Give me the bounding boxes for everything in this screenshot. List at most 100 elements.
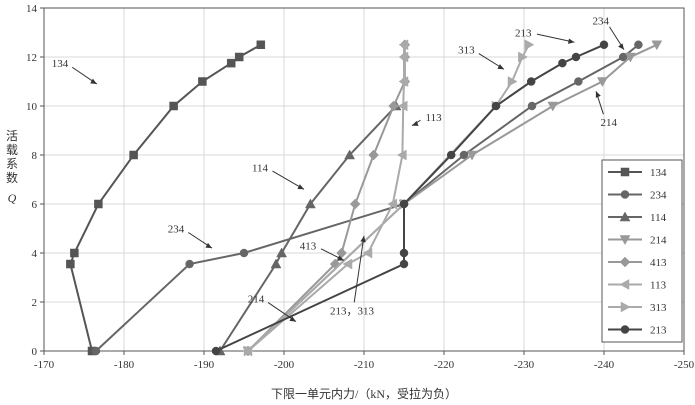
data-point bbox=[368, 149, 379, 161]
x-tick-label: -170 bbox=[34, 359, 55, 371]
data-point bbox=[527, 101, 537, 111]
arrow-head bbox=[90, 78, 97, 84]
legend-item-113: 113 bbox=[608, 279, 667, 292]
data-point bbox=[234, 52, 244, 62]
data-point bbox=[620, 325, 630, 334]
annotation-label: 213 bbox=[515, 28, 532, 40]
legend-item-214: 214 bbox=[608, 235, 667, 247]
annotation: 313 bbox=[458, 45, 505, 70]
data-point bbox=[70, 248, 79, 258]
legend-label: 134 bbox=[650, 167, 667, 179]
annotation-label: 113 bbox=[426, 112, 443, 124]
series-113 bbox=[242, 39, 409, 357]
series-213 bbox=[211, 40, 609, 356]
annotation-label: 134 bbox=[52, 58, 69, 70]
legend-item-213: 213 bbox=[608, 325, 667, 337]
legend-item-313: 313 bbox=[608, 301, 667, 314]
annotation: 114 bbox=[252, 162, 305, 190]
y-tick-label: 10 bbox=[26, 101, 38, 113]
data-point bbox=[399, 259, 409, 269]
data-point bbox=[211, 346, 221, 356]
data-point bbox=[344, 149, 356, 160]
data-point bbox=[491, 101, 501, 111]
y-tick-label: 6 bbox=[32, 199, 38, 211]
series-line bbox=[247, 43, 658, 352]
legend-item-413: 413 bbox=[608, 256, 667, 269]
series-line bbox=[219, 105, 397, 352]
data-point bbox=[387, 198, 398, 210]
y-tick-label: 2 bbox=[32, 297, 38, 309]
annotation-arrow bbox=[536, 33, 575, 43]
x-tick-label: -220 bbox=[434, 359, 455, 371]
series-line bbox=[215, 43, 605, 352]
arrow-head bbox=[497, 64, 504, 70]
data-point bbox=[619, 211, 631, 222]
legend-label: 213 bbox=[650, 325, 667, 337]
data-point bbox=[599, 40, 609, 49]
y-axis: 0 2 4 6 8 10 12 14 bbox=[26, 3, 44, 358]
data-point bbox=[619, 256, 631, 268]
legend-box bbox=[601, 159, 683, 343]
legend: 134 234 114 214 413 113 313 213 bbox=[601, 159, 683, 343]
data-point bbox=[446, 150, 456, 160]
data-point bbox=[619, 235, 631, 246]
legend-label: 114 bbox=[650, 212, 667, 224]
data-point bbox=[342, 258, 353, 270]
x-tick-label: -190 bbox=[194, 359, 215, 371]
data-point bbox=[169, 101, 178, 111]
x-tick-label: -250 bbox=[674, 359, 695, 371]
series-layer bbox=[66, 39, 663, 357]
annotation-label: 114 bbox=[252, 162, 269, 174]
data-point bbox=[91, 346, 101, 356]
data-point bbox=[270, 258, 282, 269]
arrow-head bbox=[595, 91, 601, 98]
data-point bbox=[558, 58, 567, 68]
annotation-label: 234 bbox=[168, 224, 185, 236]
y-tick-label: 4 bbox=[32, 248, 38, 260]
x-axis: -170 -180 -190 -200 -210 -220 -230 -240 -250 bbox=[34, 351, 695, 371]
data-point bbox=[396, 149, 407, 161]
data-point bbox=[239, 248, 249, 258]
x-tick-label: -230 bbox=[514, 359, 535, 371]
annotation-arrow bbox=[353, 235, 365, 303]
data-point bbox=[362, 247, 373, 259]
y-tick-label: 14 bbox=[26, 3, 38, 15]
arrow-head bbox=[567, 38, 575, 44]
data-point bbox=[398, 39, 409, 51]
legend-item-234: 234 bbox=[608, 190, 667, 202]
data-point bbox=[574, 77, 583, 86]
y-axis-title: 活载系数 bbox=[6, 129, 18, 185]
annotation: 413 bbox=[300, 241, 345, 261]
data-point bbox=[304, 198, 316, 209]
data-point bbox=[397, 100, 408, 112]
arrow-head bbox=[205, 242, 212, 249]
annotation-label: 413 bbox=[300, 241, 317, 253]
annotation: 113 bbox=[411, 112, 443, 127]
data-point bbox=[620, 190, 630, 199]
data-point bbox=[619, 279, 630, 290]
data-point bbox=[526, 77, 536, 86]
annotation: 234 bbox=[593, 15, 625, 50]
data-point bbox=[398, 76, 409, 87]
data-point bbox=[129, 150, 138, 160]
data-point bbox=[596, 77, 608, 88]
legend-item-114: 114 bbox=[608, 211, 667, 224]
annotation: 213 bbox=[515, 28, 575, 44]
x-tick-label: -210 bbox=[354, 359, 375, 371]
data-point bbox=[398, 51, 409, 63]
data-point bbox=[466, 150, 478, 161]
x-tick-label: -200 bbox=[274, 359, 295, 371]
series-413 bbox=[242, 39, 411, 357]
data-point bbox=[651, 40, 663, 51]
data-point bbox=[185, 259, 194, 269]
data-point bbox=[66, 259, 75, 269]
series-line bbox=[69, 43, 262, 352]
legend-item-134: 134 bbox=[608, 167, 667, 179]
data-point bbox=[256, 40, 266, 49]
annotation: 134 bbox=[52, 58, 98, 85]
y-tick-label: 0 bbox=[32, 346, 38, 358]
y-tick-label: 12 bbox=[26, 52, 37, 64]
annotation-label: 214 bbox=[601, 117, 618, 129]
data-point bbox=[226, 58, 236, 68]
data-point bbox=[276, 247, 288, 258]
